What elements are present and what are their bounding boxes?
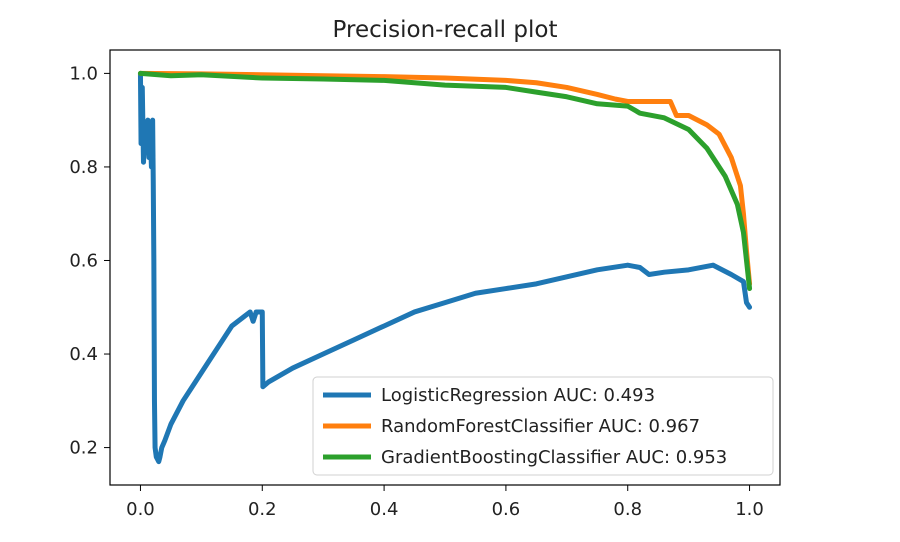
legend-label-randomforestclassifier: RandomForestClassifier AUC: 0.967 [381,416,700,437]
x-tick-label: 0.6 [492,499,521,520]
series-lines [137,70,753,465]
x-tick-label: 0.0 [126,499,155,520]
legend: LogisticRegression AUC: 0.493 RandomFore… [312,376,774,476]
series-line-1 [137,70,753,287]
x-tick-label: 0.4 [370,499,399,520]
plot-frame [109,49,781,486]
y-tick-label: 1.0 [69,63,98,84]
series-line-2 [137,70,753,292]
axis-ticks: 0.0 0.2 0.4 0.6 0.8 1.0 0.2 0.4 0.6 0.8 1.0 [69,63,764,520]
y-tick-label: 0.4 [69,344,98,365]
series-line-0 [137,70,753,465]
legend-box [312,376,774,476]
y-tick-label: 0.6 [69,250,98,271]
x-tick-label: 1.0 [735,499,764,520]
y-tick-label: 0.2 [69,438,98,459]
legend-label-gradientboostingclassifier: GradientBoostingClassifier AUC: 0.953 [381,447,727,468]
chart-title: Precision-recall plot [333,17,558,43]
legend-label-logisticregression: LogisticRegression AUC: 0.493 [381,385,655,406]
x-tick-label: 0.8 [613,499,642,520]
x-tick-label: 0.2 [248,499,277,520]
y-tick-label: 0.8 [69,157,98,178]
